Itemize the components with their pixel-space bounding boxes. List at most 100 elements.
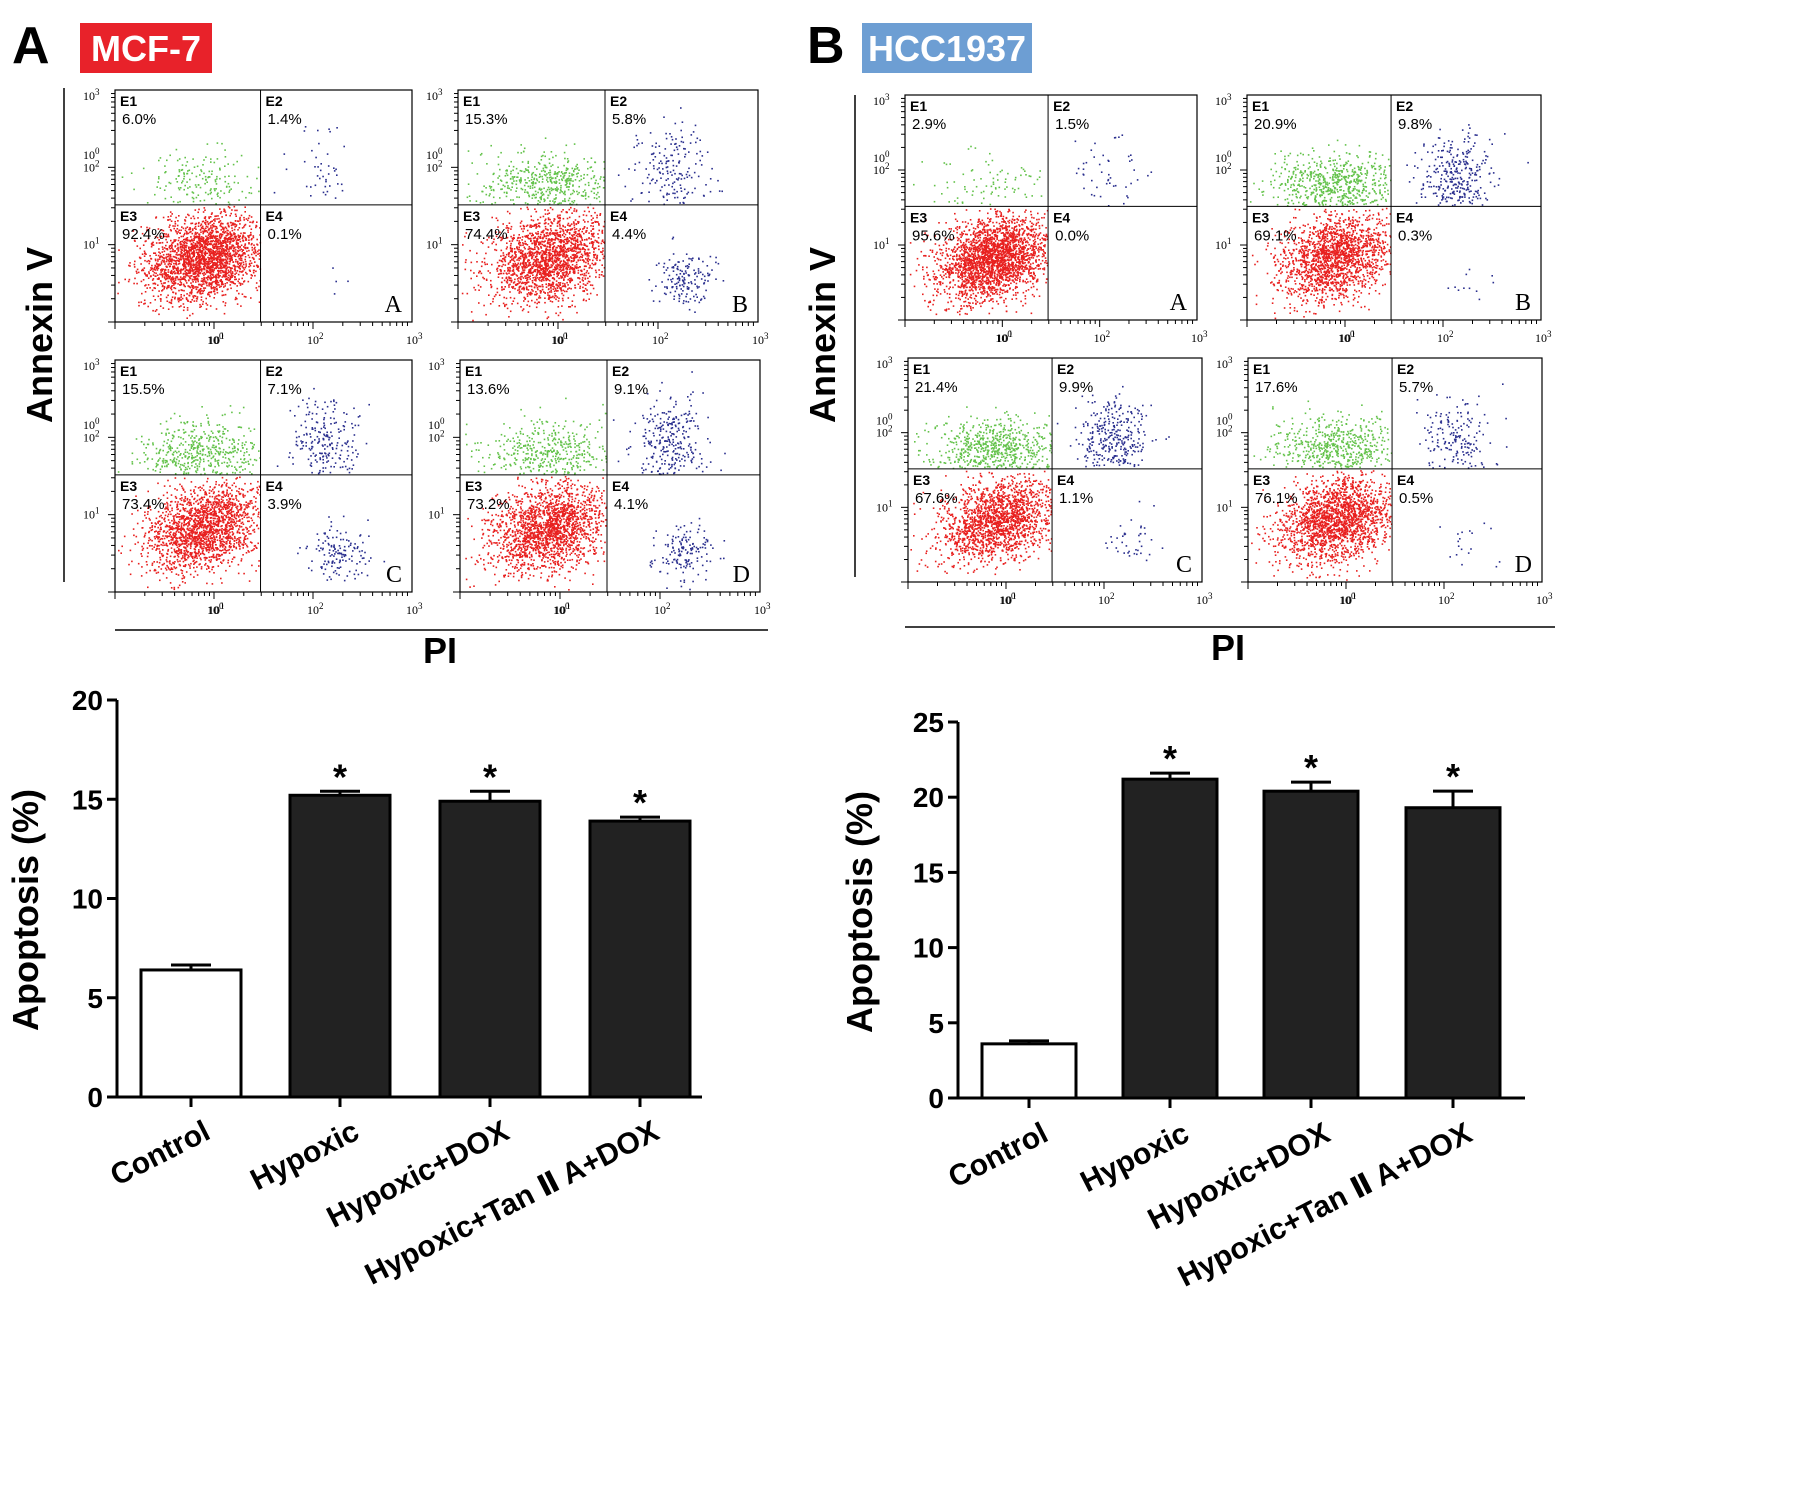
event-dot: [598, 269, 600, 271]
event-dot: [506, 173, 508, 175]
event-dot: [219, 235, 221, 237]
event-dot: [248, 281, 250, 283]
event-dot: [210, 248, 212, 250]
event-dot: [470, 270, 472, 272]
event-dot: [567, 218, 569, 220]
event-dot: [575, 223, 577, 225]
event-dot: [518, 270, 520, 272]
event-dot: [552, 200, 554, 202]
event-dot: [528, 281, 530, 283]
event-dot: [507, 267, 509, 269]
event-dot: [582, 277, 584, 279]
event-dot: [219, 270, 221, 272]
event-dot: [548, 249, 550, 251]
event-dot: [533, 254, 535, 256]
event-dot: [248, 236, 250, 238]
event-dot: [659, 162, 661, 164]
event-dot: [509, 271, 511, 273]
event-dot: [248, 250, 250, 252]
event-dot: [518, 247, 520, 249]
event-dot: [577, 172, 579, 174]
event-dot: [552, 301, 554, 303]
event-dot: [585, 194, 587, 196]
event-dot: [523, 171, 525, 173]
event-dot: [237, 229, 239, 231]
event-dot: [574, 143, 576, 145]
event-dot: [516, 265, 518, 267]
event-dot: [218, 218, 220, 220]
event-dot: [192, 233, 194, 235]
event-dot: [562, 272, 564, 274]
event-dot: [560, 289, 562, 291]
event-dot: [514, 288, 516, 290]
event-dot: [186, 181, 188, 183]
event-dot: [562, 298, 564, 300]
event-dot: [244, 253, 246, 255]
event-dot: [207, 304, 209, 306]
event-dot: [574, 244, 576, 246]
event-dot: [524, 191, 526, 193]
event-dot: [191, 260, 193, 262]
event-dot: [537, 264, 539, 266]
event-dot: [523, 272, 525, 274]
event-dot: [513, 238, 515, 240]
event-dot: [533, 266, 535, 268]
event-dot: [586, 270, 588, 272]
event-dot: [538, 242, 540, 244]
event-dot: [255, 227, 257, 229]
event-dot: [526, 264, 528, 266]
event-dot: [575, 287, 577, 289]
event-dot: [600, 213, 602, 215]
event-dot: [590, 284, 592, 286]
event-dot: [219, 251, 221, 253]
event-dot: [498, 265, 500, 267]
event-dot: [222, 243, 224, 245]
event-dot: [549, 174, 551, 176]
event-dot: [569, 268, 571, 270]
event-dot: [662, 168, 664, 170]
event-dot: [510, 245, 512, 247]
event-dot: [530, 248, 532, 250]
event-dot: [587, 278, 589, 280]
event-dot: [569, 232, 571, 234]
event-dot: [527, 260, 529, 262]
event-dot: [185, 256, 187, 258]
event-dot: [196, 300, 198, 302]
event-dot: [693, 131, 695, 133]
event-dot: [688, 151, 690, 153]
event-dot: [492, 181, 494, 183]
event-dot: [528, 166, 530, 168]
event-dot: [568, 257, 570, 259]
event-dot: [575, 247, 577, 249]
event-dot: [594, 221, 596, 223]
event-dot: [170, 230, 172, 232]
event-dot: [592, 260, 594, 262]
event-dot: [546, 191, 548, 193]
event-dot: [512, 240, 514, 242]
event-dot: [243, 249, 245, 251]
event-dot: [513, 258, 515, 260]
event-dot: [161, 263, 163, 265]
event-dot: [544, 253, 546, 255]
event-dot: [188, 215, 190, 217]
event-dot: [468, 183, 470, 185]
event-dot: [579, 180, 581, 182]
event-dot: [671, 186, 673, 188]
event-dot: [534, 241, 536, 243]
event-dot: [515, 284, 517, 286]
event-dot: [214, 188, 216, 190]
event-dot: [239, 250, 241, 252]
event-dot: [203, 266, 205, 268]
event-dot: [652, 178, 654, 180]
event-dot: [217, 261, 219, 263]
event-dot: [522, 255, 524, 257]
event-dot: [507, 270, 509, 272]
event-dot: [547, 292, 549, 294]
event-dot: [329, 131, 331, 133]
event-dot: [514, 248, 516, 250]
event-dot: [161, 290, 163, 292]
event-dot: [180, 230, 182, 232]
event-dot: [587, 174, 589, 176]
event-dot: [185, 276, 187, 278]
event-dot: [166, 261, 168, 263]
